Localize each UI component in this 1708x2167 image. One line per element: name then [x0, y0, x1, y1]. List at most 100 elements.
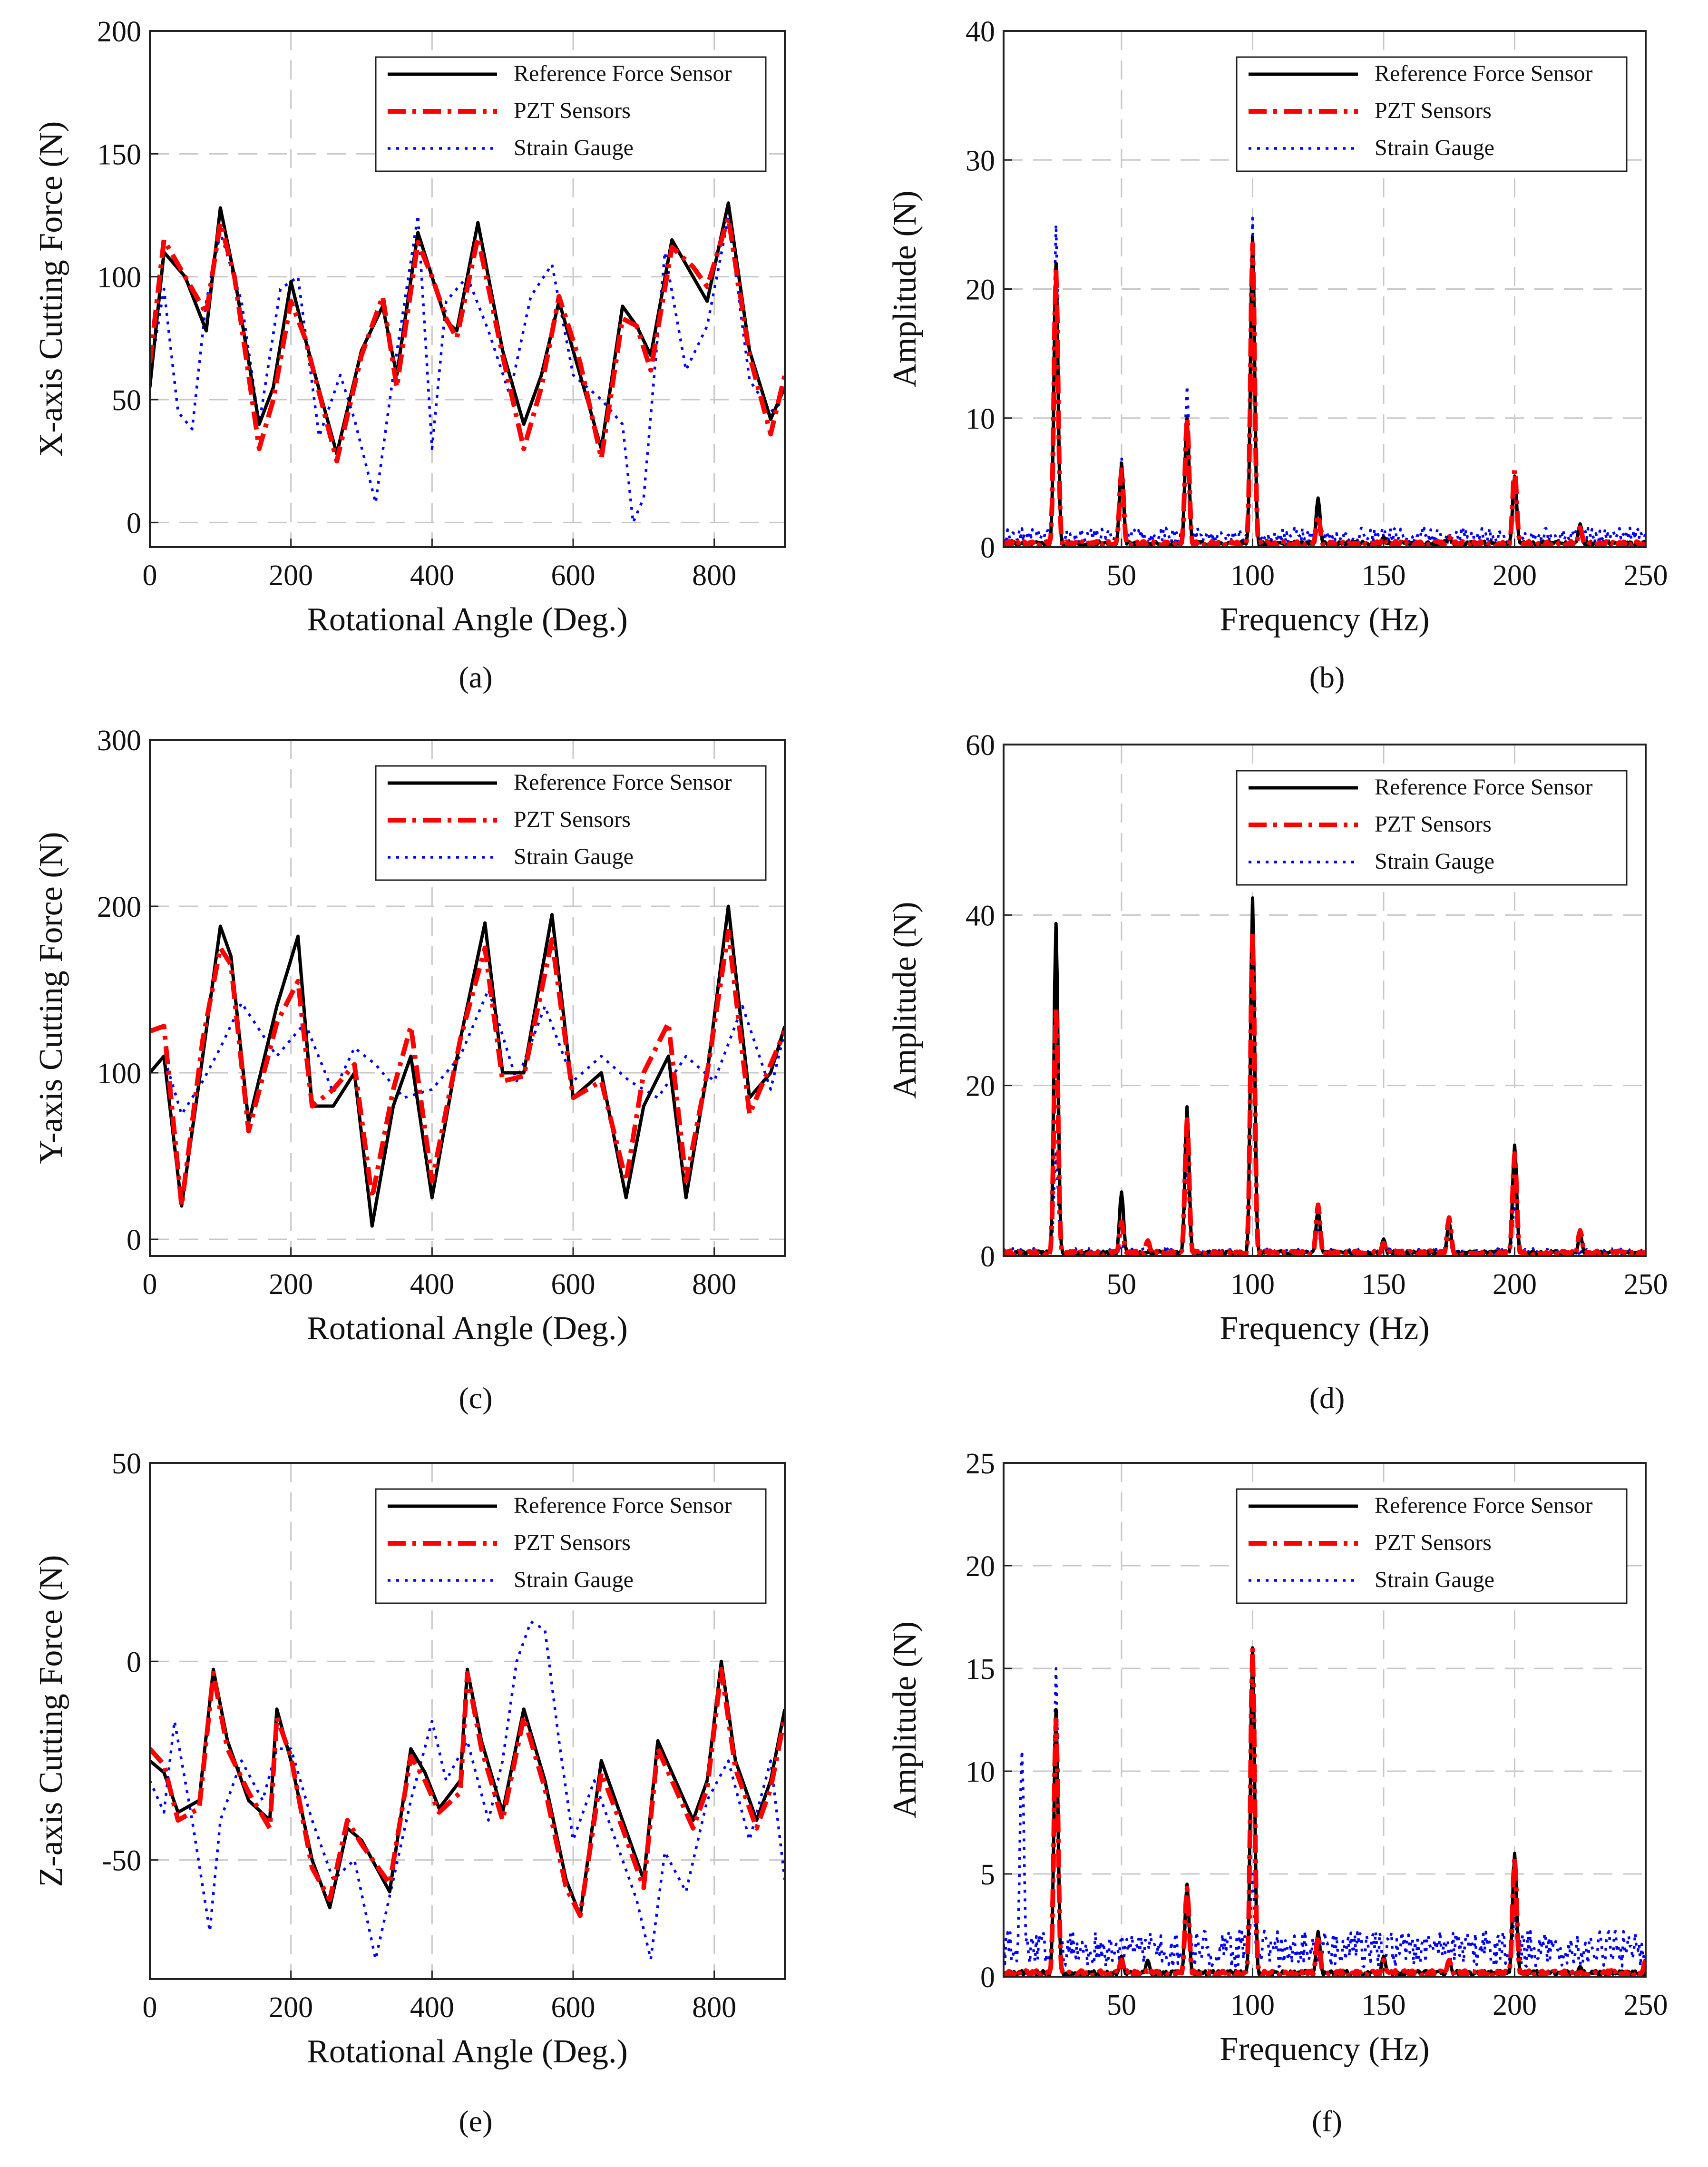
y-tick-label: 0: [127, 507, 141, 539]
series-line-pzt-sensors: [1004, 241, 1646, 547]
legend-box: [1236, 1488, 1628, 1604]
series-line-pzt-sensors: [1004, 930, 1646, 1256]
y-tick-label: 50: [112, 384, 141, 417]
series-line-strain-gauge: [150, 1620, 785, 1961]
panel-caption: (d): [1309, 1381, 1345, 1415]
x-axis-label: Rotational Angle (Deg.): [307, 601, 628, 638]
panel-caption: (f): [1312, 2104, 1342, 2138]
y-tick-label: 200: [97, 16, 141, 48]
series-line-strain-gauge: [150, 214, 785, 524]
legend: Reference Force Sensor PZT Sensors Strain …: [375, 1488, 767, 1604]
series-line-pzt-sensors: [1004, 1645, 1646, 1977]
x-axis-label: Frequency (Hz): [1220, 601, 1429, 638]
x-tick-label: 0: [143, 1991, 157, 2024]
x-tick-label: 800: [692, 559, 736, 592]
x-axis-label: Rotational Angle (Deg.): [307, 1310, 628, 1347]
x-tick-label: 150: [1361, 1268, 1405, 1301]
legend-label: Strain Gauge: [514, 135, 634, 160]
x-tick-label: 400: [410, 1268, 454, 1301]
y-tick-label: 10: [966, 1756, 995, 1788]
x-axis-label: Frequency (Hz): [1220, 2031, 1429, 2068]
plot-area: [1004, 896, 1646, 1256]
panel-caption: (a): [459, 660, 492, 694]
x-tick-label: 600: [551, 559, 595, 592]
y-axis-label: Y-axis Cutting Force (N): [33, 832, 69, 1164]
legend: Reference Force Sensor PZT Sensors Strain …: [375, 765, 767, 881]
x-tick-label: 200: [1493, 559, 1537, 592]
y-axis-label: X-axis Cutting Force (N): [33, 121, 69, 457]
x-tick-label: 50: [1107, 559, 1136, 592]
plot-area: [150, 904, 785, 1228]
legend-label: Reference Force Sensor: [1375, 1493, 1592, 1518]
x-tick-label: 200: [269, 559, 313, 592]
panel-caption: (c): [459, 1381, 492, 1415]
x-tick-label: 200: [269, 1268, 313, 1301]
x-tick-label: 400: [410, 559, 454, 592]
x-axis-label: Rotational Angle (Deg.): [307, 2033, 628, 2070]
y-tick-label: 20: [966, 1070, 995, 1103]
axes-frame: [1003, 744, 1647, 1257]
y-tick-label: 100: [97, 1058, 141, 1090]
y-tick-label: 50: [112, 1448, 141, 1480]
chart-panel-a: 0 200 400 600 800 0 50 100 150 200 Rotational Angl…: [33, 16, 786, 694]
y-tick-label: 300: [97, 725, 141, 757]
chart-panel-f: 50 100 150 200 250 0 5 10 15 20 25 Frequency (Hz) Am…: [887, 1448, 1668, 2138]
x-tick-label: 0: [143, 1268, 157, 1301]
legend: Reference Force Sensor PZT Sensors Strain …: [1236, 1488, 1628, 1604]
legend-label: Strain Gauge: [1375, 849, 1494, 874]
y-tick-label: 100: [97, 262, 141, 294]
plot-area: [1004, 216, 1646, 547]
x-tick-label: 600: [551, 1268, 595, 1301]
y-tick-label: 0: [127, 1646, 141, 1678]
series-line-pzt-sensors: [150, 929, 785, 1208]
plot-area: [1004, 1645, 1646, 1977]
x-tick-label: 50: [1107, 1989, 1136, 2021]
series-line-reference-force-sensor: [150, 201, 785, 456]
legend-label: Strain Gauge: [1375, 135, 1494, 160]
y-tick-label: 5: [980, 1859, 995, 1891]
y-tick-label: 40: [966, 900, 995, 932]
x-axis-label: Frequency (Hz): [1220, 1310, 1429, 1347]
x-tick-label: 250: [1624, 1989, 1668, 2021]
y-tick-label: 15: [966, 1653, 995, 1686]
legend-box: [375, 1488, 767, 1604]
axes-frame: [1003, 1462, 1647, 1978]
legend-label: Reference Force Sensor: [1375, 61, 1592, 86]
series-line-reference-force-sensor: [1004, 896, 1646, 1256]
legend-label: Strain Gauge: [514, 844, 634, 869]
plot-area: [150, 201, 785, 524]
x-tick-label: 100: [1230, 1268, 1275, 1301]
panel-caption: (e): [459, 2104, 492, 2138]
legend-box: [375, 56, 767, 172]
series-line-strain-gauge: [1004, 216, 1646, 545]
y-tick-label: 60: [966, 729, 995, 762]
axes-frame: [149, 739, 786, 1257]
y-tick-label: 10: [966, 403, 995, 435]
series-line-reference-force-sensor: [150, 904, 785, 1228]
series-line-pzt-sensors: [150, 1667, 785, 1918]
y-tick-label: 40: [966, 16, 995, 48]
legend-label: PZT Sensors: [1375, 98, 1492, 123]
x-tick-label: 50: [1107, 1268, 1136, 1301]
legend-label: PZT Sensors: [1375, 1530, 1492, 1555]
y-axis-label: Z-axis Cutting Force (N): [33, 1555, 69, 1887]
x-tick-label: 100: [1230, 1989, 1275, 2021]
legend-label: Strain Gauge: [514, 1567, 634, 1592]
legend-label: Reference Force Sensor: [514, 770, 732, 795]
y-tick-label: 20: [966, 274, 995, 306]
legend-label: PZT Sensors: [1375, 812, 1492, 837]
y-tick-label: 25: [966, 1448, 995, 1480]
y-tick-label: 0: [980, 532, 995, 564]
legend: Reference Force Sensor PZT Sensors Strain …: [375, 56, 767, 172]
series-line-pzt-sensors: [150, 215, 785, 464]
x-tick-label: 150: [1361, 559, 1405, 592]
y-tick-label: 0: [127, 1224, 141, 1256]
y-tick-label: 30: [966, 145, 995, 177]
x-tick-label: 800: [692, 1268, 736, 1301]
legend-label: PZT Sensors: [514, 807, 631, 832]
chart-panel-b: 50 100 150 200 250 0 10 20 30 40 Frequency (Hz) Amp…: [887, 16, 1668, 694]
x-tick-label: 250: [1624, 1268, 1668, 1301]
series-line-reference-force-sensor: [1004, 235, 1646, 547]
y-tick-label: 20: [966, 1550, 995, 1583]
x-tick-label: 800: [692, 1991, 736, 2024]
